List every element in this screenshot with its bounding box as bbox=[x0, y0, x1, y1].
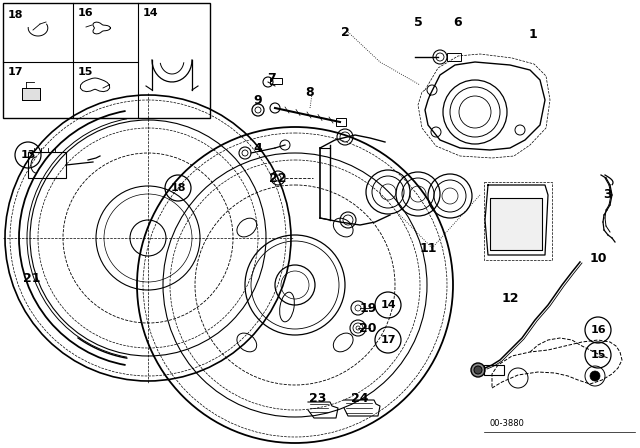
Text: 2: 2 bbox=[340, 26, 349, 39]
Text: 18: 18 bbox=[170, 183, 186, 193]
Text: 9: 9 bbox=[253, 94, 262, 107]
Text: 6: 6 bbox=[454, 16, 462, 29]
Text: 18: 18 bbox=[8, 10, 24, 20]
Bar bbox=[484, 365, 504, 375]
Text: 20: 20 bbox=[359, 322, 377, 335]
Circle shape bbox=[590, 371, 600, 381]
Text: 00-3880: 00-3880 bbox=[490, 419, 525, 428]
Circle shape bbox=[471, 363, 485, 377]
Text: 10: 10 bbox=[589, 251, 607, 264]
Text: 4: 4 bbox=[253, 142, 262, 155]
Text: 22: 22 bbox=[269, 172, 287, 185]
Text: 17: 17 bbox=[8, 67, 24, 77]
Bar bbox=[28, 152, 66, 178]
Bar bbox=[270, 78, 282, 84]
Bar bbox=[22, 88, 40, 100]
Text: 12: 12 bbox=[501, 292, 519, 305]
Text: 15: 15 bbox=[590, 350, 605, 360]
Text: 19: 19 bbox=[359, 302, 377, 314]
Text: 14: 14 bbox=[380, 300, 396, 310]
Text: 3: 3 bbox=[604, 189, 612, 202]
Text: 24: 24 bbox=[351, 392, 369, 405]
Text: 5: 5 bbox=[413, 16, 422, 29]
Text: 23: 23 bbox=[309, 392, 326, 405]
Circle shape bbox=[474, 366, 482, 374]
Bar bbox=[484, 182, 552, 260]
Bar bbox=[490, 198, 542, 250]
Text: 17: 17 bbox=[380, 335, 396, 345]
Text: 13: 13 bbox=[20, 150, 36, 160]
Bar bbox=[447, 53, 461, 61]
Text: 8: 8 bbox=[306, 86, 314, 99]
Bar bbox=[22, 88, 40, 100]
Bar bbox=[336, 118, 346, 126]
Text: 11: 11 bbox=[419, 241, 436, 254]
Bar bbox=[3, 3, 210, 118]
Text: 1: 1 bbox=[529, 29, 538, 42]
Text: 16: 16 bbox=[78, 8, 93, 18]
Text: 15: 15 bbox=[78, 67, 93, 77]
Bar bbox=[490, 198, 542, 250]
Text: 16: 16 bbox=[590, 325, 606, 335]
Text: 14: 14 bbox=[143, 8, 159, 18]
Text: 7: 7 bbox=[268, 72, 276, 85]
Text: 21: 21 bbox=[23, 271, 41, 284]
